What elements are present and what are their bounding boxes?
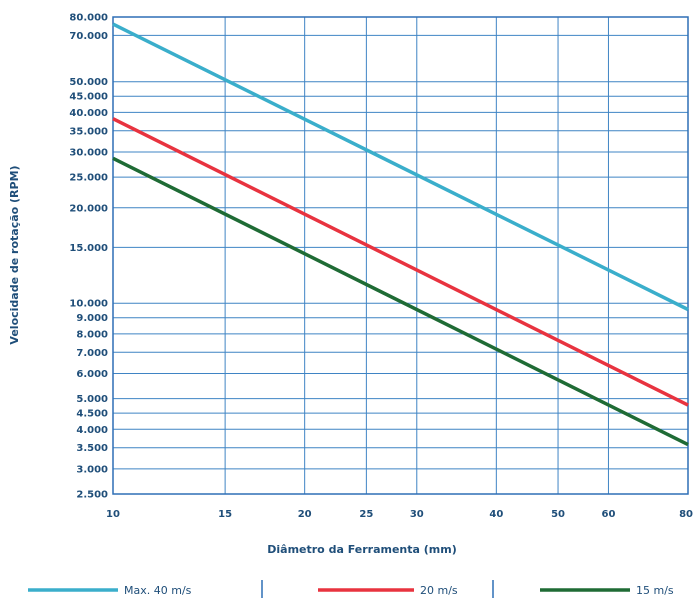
y-tick-label: 7.000 <box>76 348 108 359</box>
legend-label: Max. 40 m/s <box>124 584 192 597</box>
y-tick-label: 6.000 <box>76 369 108 380</box>
x-tick-label: 80 <box>679 509 693 520</box>
y-tick-label: 3.000 <box>76 464 108 475</box>
y-tick-label: 70.000 <box>69 31 108 42</box>
series-line <box>112 156 689 447</box>
y-tick-label: 10.000 <box>69 299 108 310</box>
x-tick-label: 50 <box>551 509 565 520</box>
y-tick-label: 9.000 <box>76 313 108 324</box>
y-tick-label: 50.000 <box>69 77 108 88</box>
y-tick-label: 35.000 <box>69 126 108 137</box>
x-tick-label: 60 <box>601 509 615 520</box>
x-tick-label: 10 <box>106 509 120 520</box>
y-tick-label: 15.000 <box>69 243 108 254</box>
x-tick-label: 25 <box>359 509 373 520</box>
x-tick-label: 30 <box>410 509 424 520</box>
y-tick-label: 20.000 <box>69 203 108 214</box>
y-tick-label: 3.500 <box>76 443 108 454</box>
x-tick-label: 20 <box>298 509 312 520</box>
series-line <box>112 22 689 312</box>
x-tick-label: 40 <box>489 509 503 520</box>
legend-label: 20 m/s <box>420 584 458 597</box>
x-tick-label: 15 <box>218 509 232 520</box>
y-axis-title: Velocidade de rotação (RPM) <box>8 165 21 344</box>
y-tick-label: 5.000 <box>76 394 108 405</box>
x-axis-title: Diâmetro da Ferramenta (mm) <box>267 543 457 556</box>
legend-label: 15 m/s <box>636 584 674 597</box>
y-tick-label: 45.000 <box>69 92 108 103</box>
legend: Max. 40 m/s 20 m/s 15 m/s <box>28 580 674 598</box>
x-tick-labels: 10 15 20 25 30 40 50 60 80 <box>106 509 693 520</box>
plot-frame <box>112 16 689 495</box>
y-tick-label: 4.500 <box>76 409 108 420</box>
y-tick-label: 8.000 <box>76 329 108 340</box>
y-tick-label: 80.000 <box>69 13 108 24</box>
y-tick-label: 40.000 <box>69 108 108 119</box>
grid <box>112 16 689 495</box>
series-line <box>112 117 689 407</box>
y-tick-label: 30.000 <box>69 147 108 158</box>
y-tick-label: 4.000 <box>76 425 108 436</box>
y-tick-label: 25.000 <box>69 173 108 184</box>
y-tick-labels: 80.000 70.000 50.000 45.000 40.000 35.000 30.0… <box>69 13 108 501</box>
y-tick-label: 2.500 <box>76 490 108 501</box>
series-lines <box>112 22 689 447</box>
